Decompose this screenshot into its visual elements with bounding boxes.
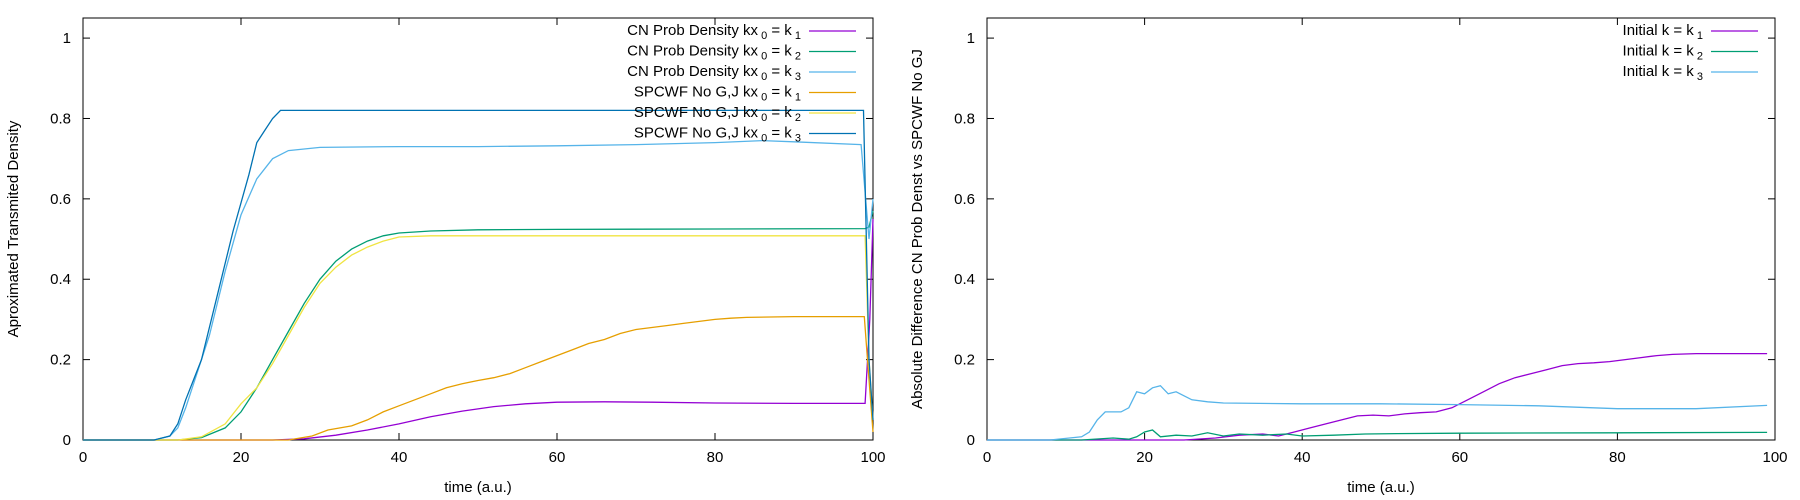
x-tick-label: 20 — [1136, 449, 1153, 466]
y-tick-label: 1 — [967, 30, 975, 47]
y-tick-label: 0.2 — [954, 352, 975, 369]
x-tick-label: 0 — [79, 449, 87, 466]
legend-subscript: 0 — [758, 30, 767, 42]
legend-entry-1: Initial k = k 1 — [1623, 22, 1703, 42]
legend-entry-2: Initial k = k 2 — [1623, 43, 1703, 63]
y-tick-label: 0.6 — [954, 191, 975, 208]
plot-frame — [986, 17, 1776, 441]
y-tick-label: 1 — [63, 30, 71, 47]
legend-text-mid: = k — [767, 43, 792, 60]
x-axis-label: time (a.u.) — [444, 479, 512, 496]
x-tick-label: 100 — [860, 449, 885, 466]
legend-text: Initial k = k — [1623, 22, 1695, 39]
y-tick-label: 0.4 — [954, 271, 975, 288]
x-tick-label: 60 — [1451, 449, 1468, 466]
x-tick-label: 40 — [391, 449, 408, 466]
series-line-2 — [83, 210, 874, 441]
legend-subscript: 0 — [758, 71, 767, 83]
legend-subscript-index: 2 — [792, 51, 801, 63]
legend-subscript-index: 2 — [1694, 51, 1703, 63]
legend-text-mid: = k — [767, 84, 792, 101]
legend-entry-3: CN Prob Density kx 0 = k 3 — [627, 63, 801, 83]
legend-subscript-index: 1 — [792, 92, 801, 104]
legend-entry-6: SPCWF No G,J kx 0 = k 3 — [634, 125, 801, 145]
y-tick-label: 0.8 — [954, 110, 975, 127]
x-tick-label: 80 — [1609, 449, 1626, 466]
legend-entry-3: Initial k = k 3 — [1623, 63, 1703, 83]
legend-subscript: 0 — [758, 51, 767, 63]
legend-entry-1: CN Prob Density kx 0 = k 1 — [627, 22, 801, 42]
legend-text-mid: = k — [767, 104, 792, 121]
x-tick-label: 0 — [983, 449, 991, 466]
series-line-1 — [987, 352, 1768, 441]
legend-entry-2: CN Prob Density kx 0 = k 2 — [627, 43, 801, 63]
legend-entry-5: SPCWF No G,J kx 0 = k 2 — [634, 104, 801, 124]
series-line-4 — [83, 315, 874, 441]
y-tick-label: 0.4 — [50, 271, 71, 288]
legend-subscript-index: 1 — [1694, 30, 1703, 42]
y-tick-label: 0.2 — [50, 352, 71, 369]
legend-text: CN Prob Density kx — [627, 43, 758, 60]
legend-entry-4: SPCWF No G,J kx 0 = k 1 — [634, 84, 801, 104]
series-line-6 — [83, 109, 874, 441]
x-axis-label: time (a.u.) — [1347, 479, 1415, 496]
series-line-2 — [987, 429, 1768, 441]
legend-subscript: 0 — [758, 92, 767, 104]
y-tick-label: 0 — [967, 432, 975, 449]
legend-text: CN Prob Density kx — [627, 63, 758, 80]
legend-text: SPCWF No G,J kx — [634, 125, 759, 142]
x-tick-label: 100 — [1762, 449, 1787, 466]
legend-text: SPCWF No G,J kx — [634, 84, 759, 101]
legend-text: CN Prob Density kx — [627, 22, 758, 39]
series-line-3 — [83, 139, 874, 441]
legend-text: SPCWF No G,J kx — [634, 104, 759, 121]
legend-text-mid: = k — [767, 22, 792, 39]
y-axis-label: Aproximated Transmited Density — [5, 120, 22, 337]
legend-subscript: 0 — [758, 133, 767, 145]
y-tick-label: 0.6 — [50, 191, 71, 208]
right-chart: 0 20 40 60 80 100 0 0.2 0.4 0.6 0.8 1 time (a.u.) Abs… — [909, 17, 1788, 496]
legend-subscript-index: 3 — [792, 71, 801, 83]
series-line-5 — [83, 235, 874, 441]
legend-text-mid: = k — [767, 63, 792, 80]
legend-subscript-index: 2 — [792, 112, 801, 124]
legend-text-mid: = k — [767, 125, 792, 142]
x-tick-label: 80 — [707, 449, 724, 466]
legend-subscript-index: 3 — [1694, 71, 1703, 83]
series-line-1 — [83, 218, 874, 441]
x-tick-label: 40 — [1294, 449, 1311, 466]
legend-text: Initial k = k — [1623, 63, 1695, 80]
x-tick-label: 60 — [549, 449, 566, 466]
y-axis-label: Absolute Difference CN Prob Denst vs SPC… — [909, 49, 926, 409]
series-line-3 — [987, 384, 1768, 441]
x-tick-label: 20 — [233, 449, 250, 466]
legend-text: Initial k = k — [1623, 43, 1695, 60]
legend-subscript-index: 3 — [792, 133, 801, 145]
legend-subscript: 0 — [758, 112, 767, 124]
legend-subscript-index: 1 — [792, 30, 801, 42]
y-tick-label: 0 — [63, 432, 71, 449]
y-tick-label: 0.8 — [50, 110, 71, 127]
